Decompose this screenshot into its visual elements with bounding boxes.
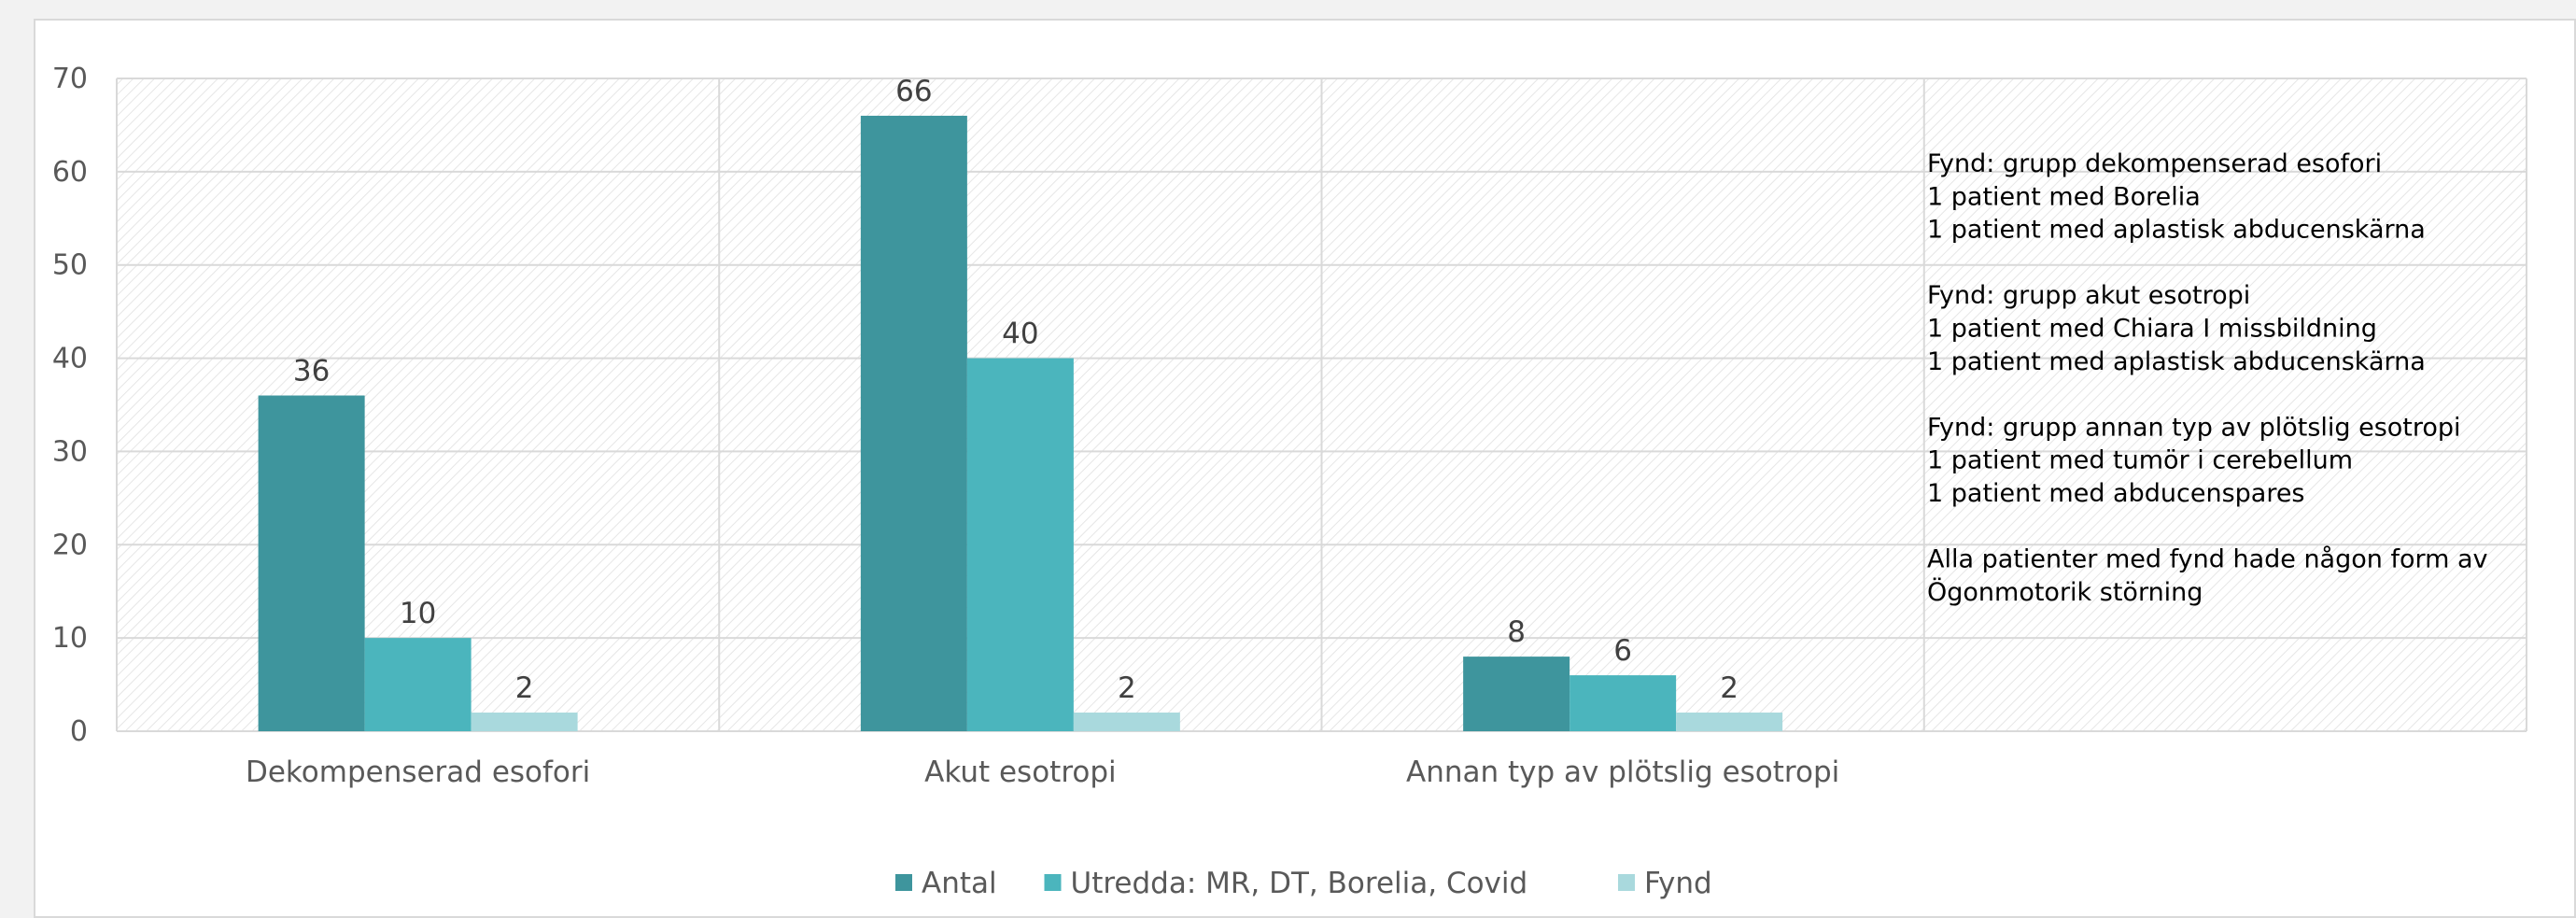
- annotation-line: Alla patienter med fynd hade någon form …: [1927, 545, 2488, 574]
- data-label: 2: [1118, 671, 1136, 705]
- legend-label: Utredda: MR, DT, Borelia, Covid: [1071, 867, 1528, 900]
- bar: [1073, 713, 1180, 731]
- y-tick-label: 0: [70, 715, 88, 748]
- y-tick-label: 10: [52, 622, 88, 655]
- y-tick-label: 40: [52, 343, 88, 375]
- y-axis: 0 10 20 30 40 50 60 70: [52, 63, 88, 748]
- x-category-label: Akut esotropi: [924, 756, 1117, 789]
- annotation-line: 1 patient med Chiara I missbildning: [1927, 315, 2377, 344]
- x-category-label: Annan typ av plötslig esotropi: [1406, 756, 1839, 789]
- bar: [860, 115, 967, 731]
- bar: [1463, 657, 1570, 731]
- annotation-notes: Fynd: grupp dekompenserad esofori 1 patie…: [1927, 149, 2488, 607]
- data-label: 36: [293, 355, 330, 388]
- annotation-line: 1 patient med abducenspares: [1927, 479, 2305, 508]
- bar: [1676, 713, 1783, 731]
- annotation-line: Fynd: grupp dekompenserad esofori: [1927, 149, 2382, 178]
- annotation-line: 1 patient med Borelia: [1927, 182, 2201, 211]
- legend-swatch: [1618, 874, 1635, 891]
- legend: Antal Utredda: MR, DT, Borelia, Covid Fynd: [895, 867, 1712, 900]
- data-label: 2: [1720, 671, 1738, 705]
- data-label: 6: [1613, 634, 1632, 668]
- legend-swatch: [895, 874, 912, 891]
- bar: [471, 713, 578, 731]
- bar: [966, 358, 1074, 731]
- annotation-line: Fynd: grupp akut esotropi: [1927, 281, 2250, 310]
- data-label: 8: [1507, 615, 1526, 649]
- gridlines: [116, 78, 2527, 732]
- bar: [258, 395, 365, 731]
- y-tick-label: 30: [52, 435, 88, 468]
- bars: [258, 115, 1783, 731]
- data-labels: 36 10 2 66 40 2 8 6 2: [293, 75, 1738, 705]
- data-label: 10: [400, 597, 436, 630]
- legend-label: Antal: [922, 867, 997, 900]
- legend-swatch: [1044, 874, 1062, 891]
- annotation-line: Ögonmotorik störning: [1927, 577, 2203, 607]
- legend-label: Fynd: [1644, 867, 1712, 900]
- data-label: 40: [1002, 318, 1038, 351]
- annotation-line: Fynd: grupp annan typ av plötslig esotro…: [1927, 413, 2461, 442]
- annotation-line: 1 patient med aplastisk abducenskärna: [1927, 216, 2426, 245]
- x-axis: Dekompenserad esofori Akut esotropi Annan …: [246, 756, 1839, 789]
- annotation-line: 1 patient med aplastisk abducenskärna: [1927, 347, 2426, 376]
- x-category-label: Dekompenserad esofori: [246, 756, 590, 789]
- y-tick-label: 70: [52, 63, 88, 95]
- y-tick-label: 50: [52, 249, 88, 282]
- bar: [364, 638, 472, 731]
- y-tick-label: 20: [52, 529, 88, 561]
- data-label: 66: [895, 75, 932, 108]
- annotation-line: 1 patient med tumör i cerebellum: [1927, 446, 2353, 475]
- y-tick-label: 60: [52, 156, 88, 189]
- data-label: 2: [515, 671, 534, 705]
- bar: [1570, 675, 1677, 731]
